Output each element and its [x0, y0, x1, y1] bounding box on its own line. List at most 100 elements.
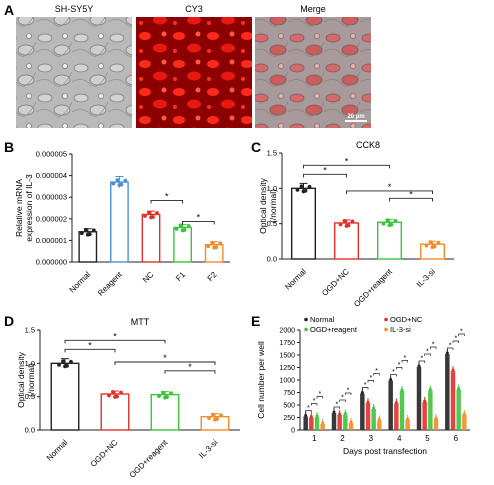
significance-bracket [310, 403, 318, 406]
bar [110, 181, 129, 263]
significance-bracket [429, 346, 437, 349]
data-point [207, 416, 211, 421]
bar [50, 362, 80, 431]
x-tick-label: Normal [283, 267, 308, 292]
legend-marker [384, 317, 388, 322]
significance-bracket [373, 373, 380, 376]
significance-bracket [446, 347, 454, 350]
x-tick-label: IL-3-si [197, 438, 219, 460]
bar [428, 390, 433, 430]
bar [422, 402, 427, 430]
bar [314, 417, 320, 430]
significance-bracket [458, 333, 465, 336]
micrograph-brightfield [16, 17, 132, 128]
data-point [113, 395, 117, 399]
data-point [119, 390, 123, 395]
significance-star: * [323, 165, 327, 175]
data-point [338, 412, 342, 416]
legend-label: OGD+NC [390, 315, 423, 324]
data-point [344, 224, 349, 228]
significance-bracket [303, 164, 390, 169]
significance-bracket [305, 410, 312, 413]
data-point [394, 401, 398, 404]
significance-star: * [165, 191, 169, 201]
data-point [147, 210, 151, 215]
significance-star: * [88, 340, 92, 350]
significance-bracket [64, 348, 116, 353]
significance-bracket [164, 370, 216, 374]
significance-bracket [346, 190, 433, 194]
x-tick-label: NC [141, 270, 156, 285]
data-point [332, 410, 336, 414]
data-point [91, 228, 96, 233]
significance-star: * [335, 402, 338, 409]
bar [376, 221, 403, 260]
significance-bracket [401, 360, 409, 363]
data-point [180, 228, 185, 233]
data-point [366, 400, 370, 404]
data-point [321, 421, 325, 425]
data-point [85, 232, 90, 237]
data-point [83, 227, 88, 232]
x-tick-label: 4 [397, 434, 402, 443]
panel-letter-a: A [4, 2, 14, 18]
significance-star: * [188, 362, 192, 372]
data-point [186, 224, 191, 228]
significance-star: * [420, 356, 423, 363]
significance-star: * [392, 369, 395, 376]
x-tick-label: 5 [425, 434, 430, 443]
data-point [424, 243, 429, 248]
data-point [315, 414, 319, 418]
panel-letter-d: D [4, 313, 14, 329]
panel-letter-b: B [4, 139, 14, 155]
significance-star: * [369, 375, 372, 382]
y-tick-label: 0.000003 [36, 193, 67, 202]
bar [320, 424, 325, 430]
x-tick-label: 3 [369, 434, 374, 443]
data-point [457, 387, 461, 390]
bar [462, 415, 467, 430]
y-axis-label-line: Relative mRNA [14, 179, 24, 237]
y-tick-label: 1750 [279, 340, 295, 347]
x-tick-label: OGD+reagent [128, 438, 170, 480]
bar [360, 393, 365, 430]
significance-bracket [339, 399, 346, 402]
data-point [338, 222, 343, 227]
data-point [301, 189, 306, 194]
data-point [143, 214, 147, 218]
data-point [350, 219, 355, 224]
data-point [79, 231, 84, 236]
significance-star: * [403, 355, 406, 362]
data-point [295, 187, 300, 192]
data-point [343, 412, 347, 415]
legend-label: Normal [310, 315, 335, 324]
data-point [63, 364, 67, 369]
significance-star: * [409, 189, 413, 199]
bar [416, 367, 422, 430]
y-tick-label: 0.000001 [36, 236, 67, 245]
x-tick-label: 6 [454, 434, 459, 443]
y-tick-label: 0 [291, 428, 295, 435]
data-point [161, 390, 165, 395]
significance-bracket [114, 361, 216, 365]
significance-star: * [398, 362, 401, 369]
bar [450, 371, 456, 430]
micrograph-merge [255, 17, 371, 128]
data-point [149, 215, 153, 220]
y-tick-label: 250 [283, 415, 295, 422]
panel-letter-c: C [251, 139, 261, 155]
y-tick-label: 0.0 [267, 255, 277, 264]
y-tick-label: 750 [283, 390, 295, 397]
significance-star: * [341, 395, 344, 402]
significance-star: * [426, 349, 429, 356]
micrograph-title-cy3: CY3 [185, 4, 203, 14]
data-point [436, 240, 441, 245]
y-tick-label: 1.5 [25, 326, 35, 335]
significance-bracket [344, 392, 352, 395]
y-tick-label: 0.000002 [36, 214, 67, 223]
data-point [434, 416, 438, 420]
y-tick-label: 2000 [279, 328, 295, 335]
data-point [387, 223, 392, 228]
y-tick-label: 1500 [279, 353, 295, 360]
